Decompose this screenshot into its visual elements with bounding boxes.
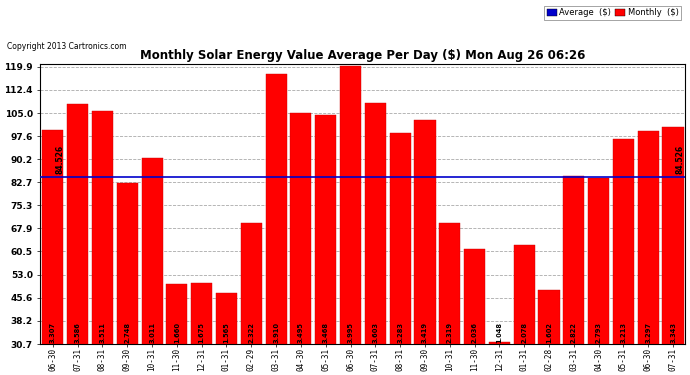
Legend: Average  ($), Monthly  ($): Average ($), Monthly ($)	[544, 6, 681, 20]
Bar	[166, 285, 188, 344]
Bar	[216, 293, 237, 344]
Text: 1.675: 1.675	[199, 322, 205, 343]
Text: 3.511: 3.511	[99, 322, 106, 343]
Bar	[563, 176, 584, 344]
Bar	[92, 111, 113, 344]
Text: 84.526: 84.526	[56, 144, 65, 174]
Text: 2.793: 2.793	[595, 322, 602, 343]
Bar	[464, 249, 485, 344]
Text: 2.036: 2.036	[471, 322, 477, 343]
Text: 3.343: 3.343	[670, 322, 676, 343]
Text: 1.660: 1.660	[174, 322, 180, 343]
Text: 2.078: 2.078	[521, 322, 527, 343]
Text: 3.297: 3.297	[645, 322, 651, 343]
Text: 3.419: 3.419	[422, 322, 428, 343]
Text: 3.995: 3.995	[348, 322, 353, 343]
Text: 1.565: 1.565	[224, 322, 230, 343]
Text: 2.319: 2.319	[446, 322, 453, 343]
Text: 1.602: 1.602	[546, 322, 552, 343]
Bar	[340, 66, 361, 344]
Text: 3.283: 3.283	[397, 322, 403, 343]
Bar	[290, 113, 311, 344]
Bar	[440, 223, 460, 344]
Text: 2.322: 2.322	[248, 322, 255, 343]
Bar	[117, 183, 138, 344]
Bar	[489, 342, 510, 344]
Bar	[67, 104, 88, 344]
Text: 84.526: 84.526	[676, 144, 685, 174]
Bar	[365, 103, 386, 344]
Bar	[513, 245, 535, 344]
Bar	[191, 283, 213, 344]
Text: Copyright 2013 Cartronics.com: Copyright 2013 Cartronics.com	[7, 42, 126, 51]
Text: 3.213: 3.213	[620, 322, 627, 343]
Bar	[241, 222, 262, 344]
Text: 3.910: 3.910	[273, 322, 279, 343]
Bar	[638, 131, 659, 344]
Bar	[662, 127, 684, 344]
Bar	[315, 116, 336, 344]
Text: 2.748: 2.748	[124, 322, 130, 343]
Bar	[266, 74, 286, 344]
Bar	[415, 120, 435, 344]
Text: 3.603: 3.603	[373, 322, 378, 343]
Text: 3.468: 3.468	[323, 322, 328, 343]
Bar	[141, 158, 163, 344]
Text: 3.011: 3.011	[149, 322, 155, 343]
Text: 2.822: 2.822	[571, 322, 577, 343]
Text: 3.307: 3.307	[50, 322, 56, 343]
Text: 3.586: 3.586	[75, 322, 81, 343]
Bar	[42, 130, 63, 344]
Title: Monthly Solar Energy Value Average Per Day ($) Mon Aug 26 06:26: Monthly Solar Energy Value Average Per D…	[140, 50, 586, 62]
Bar	[613, 139, 634, 344]
Text: 1.048: 1.048	[496, 322, 502, 343]
Bar	[588, 178, 609, 344]
Bar	[538, 290, 560, 344]
Text: 3.495: 3.495	[298, 322, 304, 343]
Bar	[390, 133, 411, 344]
